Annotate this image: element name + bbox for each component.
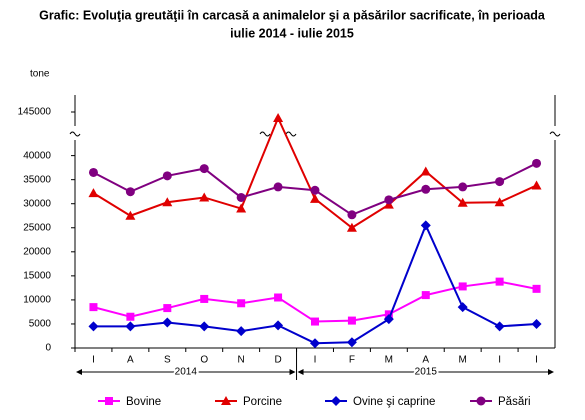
x-tick-label: I — [92, 355, 95, 366]
year-label: 2015 — [415, 367, 438, 378]
data-point — [200, 294, 209, 303]
x-tick-label: F — [349, 355, 355, 366]
x-tick-label: I — [535, 355, 538, 366]
data-point — [310, 185, 320, 195]
data-point — [125, 321, 136, 332]
data-point — [532, 158, 542, 168]
x-tick-label: M — [385, 355, 393, 366]
y-tick-label: 20000 — [23, 246, 51, 257]
data-point — [236, 203, 247, 213]
data-point — [273, 320, 284, 331]
axis-break — [259, 131, 271, 137]
legend-marker — [476, 396, 486, 406]
data-point — [310, 193, 320, 203]
data-point — [458, 182, 468, 192]
arrow — [548, 369, 554, 375]
data-point — [88, 321, 99, 332]
x-tick-label: O — [200, 355, 208, 366]
data-point — [311, 317, 319, 326]
y-tick-label: 35000 — [23, 174, 51, 185]
data-point — [458, 282, 467, 291]
data-point — [125, 210, 136, 220]
x-tick-label: M — [459, 355, 467, 366]
y-tick-label: 15000 — [23, 270, 51, 281]
data-point — [494, 321, 505, 332]
data-point — [346, 337, 357, 348]
x-tick-label: A — [422, 355, 429, 366]
data-point — [236, 192, 246, 202]
axis-break — [285, 131, 297, 137]
series-line — [92, 115, 537, 229]
data-point — [162, 317, 173, 328]
x-tick-label: N — [238, 355, 245, 366]
series-line — [93, 280, 537, 323]
data-point — [88, 188, 99, 198]
legend-label: Porcine — [243, 396, 282, 408]
year-label: 2014 — [175, 367, 198, 378]
data-point — [162, 197, 173, 207]
data-point — [237, 299, 246, 308]
data-point — [531, 180, 542, 190]
data-point — [273, 113, 284, 122]
y-tick-label: 0 — [45, 343, 51, 354]
data-point — [125, 187, 135, 197]
data-point — [163, 304, 172, 313]
legend-marker — [331, 396, 341, 406]
y-tick-label: 145000 — [18, 107, 52, 118]
data-point — [274, 293, 283, 302]
arrow — [76, 369, 82, 375]
y-tick-label: 10000 — [23, 295, 51, 306]
data-point — [495, 277, 504, 286]
legend-label: Păsări — [498, 396, 531, 408]
x-tick-label: S — [164, 355, 171, 366]
data-point — [421, 184, 431, 194]
x-tick-label: A — [127, 355, 134, 366]
y-tick-label: 30000 — [23, 198, 51, 209]
data-point — [199, 164, 209, 174]
arrow — [289, 369, 296, 375]
data-point — [236, 326, 247, 337]
data-point — [199, 321, 210, 332]
data-point — [199, 192, 210, 202]
y-axis-label: tone — [30, 69, 50, 80]
data-point — [89, 303, 98, 312]
data-point — [383, 314, 394, 325]
data-point — [310, 338, 320, 349]
data-point — [420, 166, 431, 176]
chart-title: iulie 2014 - iulie 2015 — [230, 26, 354, 40]
legend-label: Bovine — [126, 396, 161, 408]
y-tick-label: 40000 — [23, 150, 51, 161]
data-point — [457, 302, 468, 313]
data-point — [457, 197, 468, 207]
data-point — [494, 197, 505, 207]
x-tick-label: D — [274, 355, 281, 366]
arrow — [297, 369, 304, 375]
data-point — [495, 177, 505, 187]
legend-marker — [221, 396, 231, 405]
data-point — [126, 312, 135, 321]
data-point — [532, 284, 541, 293]
data-point — [421, 291, 430, 300]
data-point — [384, 195, 394, 205]
x-tick-label: I — [498, 355, 501, 366]
axis-break — [69, 131, 81, 137]
legend-marker — [105, 397, 113, 405]
data-point — [347, 316, 356, 325]
data-point — [273, 182, 283, 192]
chart-title: Grafic: Evoluţia greutăţii în carcasă a … — [39, 8, 546, 22]
data-point — [420, 220, 431, 231]
x-tick-label: I — [314, 355, 317, 366]
legend-label: Ovine şi caprine — [353, 396, 435, 408]
data-point — [88, 167, 98, 177]
y-tick-label: 5000 — [29, 319, 52, 330]
y-tick-label: 25000 — [23, 222, 51, 233]
axis-break — [549, 131, 561, 137]
data-point — [346, 222, 357, 232]
data-point — [162, 171, 172, 181]
data-point — [347, 210, 357, 220]
data-point — [531, 318, 542, 329]
